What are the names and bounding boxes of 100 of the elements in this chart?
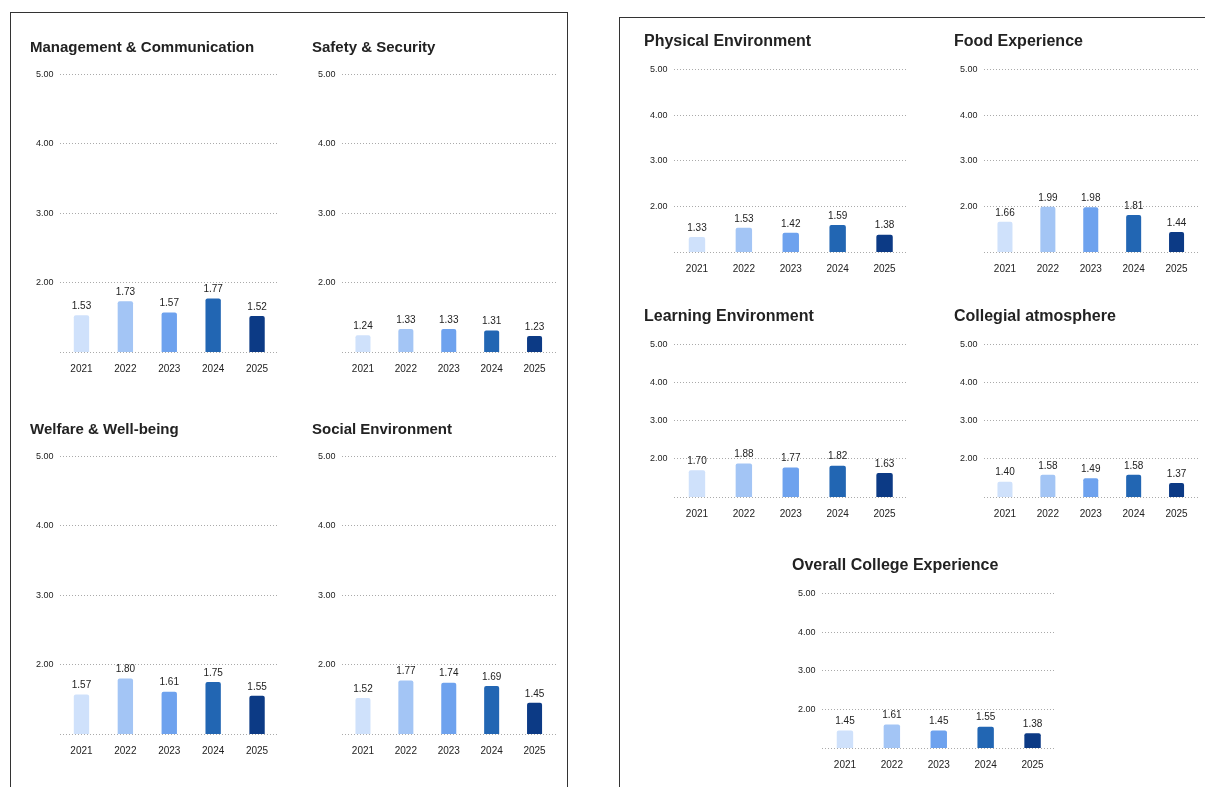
data-label: 1.42 [781,217,801,229]
data-label: 1.70 [687,455,708,467]
data-label: 1.59 [827,209,848,221]
y-tick-label: 2.00 [959,200,978,211]
x-tick-label: 2024 [826,262,850,274]
data-label: 1.75 [203,666,224,678]
data-label: 1.45 [835,715,856,727]
y-tick-label: 5.00 [797,587,816,598]
x-tick-label: 2023 [1079,507,1103,519]
data-label: 1.74 [439,667,459,679]
x-tick-label: 2022 [1036,507,1060,519]
chart-title: Welfare & Well-being [30,420,180,437]
data-label: 1.57 [71,679,92,691]
y-tick-label: 5.00 [35,450,54,461]
data-label: 1.57 [159,297,180,309]
chart-title: Physical Environment [644,32,813,50]
y-tick-label: 4.00 [797,626,816,637]
x-tick-label: 2024 [974,758,998,770]
y-tick-label: 2.00 [317,277,336,288]
data-label: 1.61 [882,709,903,721]
y-tick-label: 5.00 [35,68,54,79]
x-tick-label: 2023 [437,744,461,756]
data-label: 1.33 [439,313,459,325]
x-tick-label: 2021 [351,362,375,374]
data-label: 1.52 [247,300,268,312]
data-label: 1.77 [396,665,417,677]
x-tick-label: 2021 [833,758,857,770]
data-label: 1.58 [1038,459,1059,471]
data-label: 1.82 [827,450,848,462]
chart-title: Learning Environment [644,307,815,325]
x-tick-label: 2021 [70,744,94,756]
x-tick-label: 2023 [1079,262,1103,274]
x-tick-label: 2021 [70,362,94,374]
data-label: 1.23 [524,320,545,332]
x-tick-label: 2023 [437,362,461,374]
x-tick-label: 2021 [993,507,1017,519]
x-tick-label: 2022 [394,744,418,756]
y-tick-label: 4.00 [317,138,336,149]
y-tick-label: 2.00 [649,453,668,464]
x-tick-label: 2025 [1165,507,1189,519]
x-tick-label: 2021 [993,262,1017,274]
chart-title: Collegial atmosphere [954,307,1117,325]
y-tick-label: 2.00 [649,200,668,211]
x-tick-label: 2025 [1021,758,1045,770]
data-label: 1.24 [353,320,374,332]
data-label: 1.38 [1022,718,1043,730]
y-tick-label: 4.00 [35,520,54,531]
data-label: 1.99 [1038,191,1059,203]
x-tick-label: 2025 [245,362,269,374]
data-label: 1.31 [481,315,502,327]
chart-title: Management & Communication [30,38,256,55]
x-tick-label: 2021 [685,262,709,274]
data-label: 1.55 [247,680,268,692]
data-label: 1.33 [396,313,417,325]
y-tick-label: 2.00 [797,703,816,714]
x-tick-label: 2023 [158,744,181,756]
x-tick-label: 2022 [880,758,904,770]
chart-title: Overall College Experience [792,556,1000,574]
data-label: 1.53 [71,299,92,311]
x-tick-label: 2025 [1165,262,1189,274]
x-tick-label: 2025 [523,744,547,756]
x-tick-label: 2022 [114,744,137,756]
data-label: 1.77 [203,283,224,295]
y-tick-label: 5.00 [959,338,978,349]
x-tick-label: 2024 [202,362,225,374]
x-tick-label: 2023 [779,507,803,519]
x-tick-label: 2022 [114,362,137,374]
x-tick-label: 2025 [873,507,897,519]
data-label: 1.77 [781,452,801,464]
y-tick-label: 4.00 [959,377,978,388]
x-tick-label: 2022 [732,262,756,274]
y-tick-label: 3.00 [317,589,336,600]
x-tick-label: 2022 [732,507,756,519]
y-tick-label: 5.00 [959,63,978,74]
data-label: 1.63 [874,457,895,469]
x-tick-label: 2022 [1036,262,1060,274]
data-label: 1.66 [995,206,1016,218]
data-label: 1.98 [1081,192,1101,204]
x-tick-label: 2021 [351,744,375,756]
y-tick-label: 3.00 [35,589,54,600]
y-tick-label: 4.00 [649,377,668,388]
data-label: 1.52 [353,682,374,694]
x-tick-label: 2024 [480,744,504,756]
x-tick-label: 2025 [245,744,269,756]
y-tick-label: 2.00 [317,659,336,670]
chart-title: Social Environment [312,420,454,437]
x-tick-label: 2021 [685,507,709,519]
data-label: 1.73 [115,286,136,298]
y-tick-label: 3.00 [649,155,668,166]
data-label: 1.53 [734,212,755,224]
data-label: 1.69 [481,670,502,682]
x-tick-label: 2022 [394,362,418,374]
x-tick-label: 2024 [1122,262,1146,274]
x-tick-label: 2025 [523,362,547,374]
x-tick-label: 2025 [873,262,897,274]
x-tick-label: 2024 [826,507,850,519]
data-label: 1.38 [874,219,895,231]
y-tick-label: 2.00 [959,453,978,464]
data-label: 1.61 [159,676,180,688]
x-tick-label: 2024 [1122,507,1146,519]
